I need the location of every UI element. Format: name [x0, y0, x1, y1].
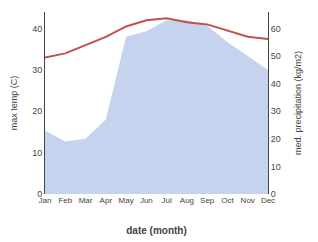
svg-text:Jun: Jun	[140, 196, 153, 205]
svg-text:10: 10	[271, 162, 281, 172]
svg-text:max temp (C): max temp (C)	[9, 76, 19, 131]
svg-text:10: 10	[32, 148, 42, 158]
svg-text:40: 40	[271, 79, 281, 89]
svg-text:Feb: Feb	[58, 196, 72, 205]
svg-text:Jan: Jan	[39, 196, 52, 205]
svg-text:May: May	[119, 196, 134, 205]
svg-text:Nov: Nov	[241, 196, 255, 205]
svg-text:0: 0	[271, 189, 276, 199]
svg-text:60: 60	[271, 24, 281, 34]
svg-text:40: 40	[32, 24, 42, 34]
svg-text:date (month): date (month)	[126, 225, 187, 236]
svg-text:Jul: Jul	[162, 196, 172, 205]
svg-text:30: 30	[271, 106, 281, 116]
svg-text:Mar: Mar	[79, 196, 93, 205]
svg-text:0: 0	[37, 189, 42, 199]
svg-text:50: 50	[271, 51, 281, 61]
svg-text:med. precipitation (kg/m2): med. precipitation (kg/m2)	[293, 51, 303, 155]
svg-text:20: 20	[271, 134, 281, 144]
svg-text:Apr: Apr	[100, 196, 113, 205]
svg-text:20: 20	[32, 106, 42, 116]
svg-text:Sep: Sep	[200, 196, 215, 205]
svg-text:30: 30	[32, 65, 42, 75]
svg-text:Dec: Dec	[261, 196, 275, 205]
svg-text:Aug: Aug	[180, 196, 194, 205]
svg-text:Oct: Oct	[221, 196, 234, 205]
